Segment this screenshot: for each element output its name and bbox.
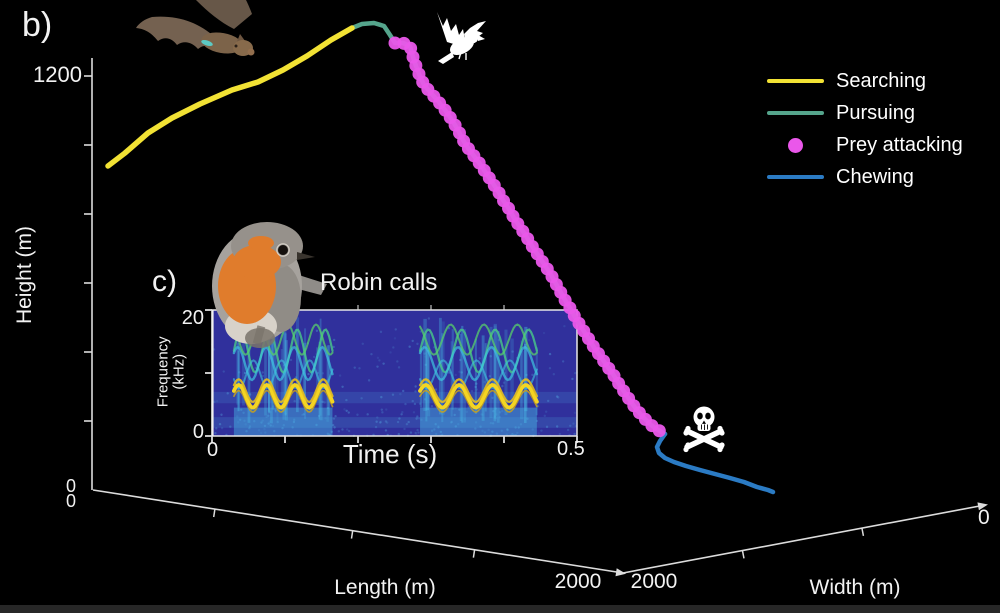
width-axis-tick-2000: 2000 <box>630 570 678 593</box>
inset-xlabel: Time (s) <box>342 439 438 469</box>
inset-ytick-20: 20 <box>181 307 204 329</box>
legend-swatch-prey-attacking <box>766 137 824 153</box>
width-axis-tick-0: 0 <box>978 506 990 529</box>
height-axis-tick-0: 0 <box>65 476 76 496</box>
spectrogram-plot <box>205 305 579 443</box>
legend-label: Pursuing <box>836 101 915 124</box>
panel-label-b: b) <box>22 6 53 44</box>
dot-swatch <box>787 137 803 153</box>
height-axis-label: Height (m) <box>12 226 36 325</box>
white-bird-icon <box>437 12 486 64</box>
inset-ytick-0: 0 <box>192 421 204 443</box>
panel-label-c: c) <box>152 265 177 298</box>
inset-ylabel: Frequency (kHz) <box>154 336 187 408</box>
legend-label: Prey attacking <box>836 133 963 156</box>
legend-swatch-chewing <box>766 175 824 179</box>
line-swatch <box>766 79 824 83</box>
trajectory-layer <box>105 20 776 495</box>
legend-item-pursuing: Pursuing <box>766 97 963 129</box>
legend-item-chewing: Chewing <box>766 161 963 193</box>
legend-swatch-searching <box>766 79 824 83</box>
inset-xtick-0: 0 <box>207 439 219 461</box>
legend-swatch-pursuing <box>766 111 824 115</box>
axes-3d <box>84 58 988 577</box>
line-swatch <box>766 111 824 115</box>
line-swatch <box>766 175 824 179</box>
legend-label: Chewing <box>836 165 914 188</box>
spectrogram-inset <box>205 305 579 443</box>
letterbox-strip <box>0 605 1000 613</box>
length-axis-label: Length (m) <box>334 576 436 599</box>
legend-item-prey-attacking: Prey attacking <box>766 129 963 161</box>
inset-xtick-05: 0.5 <box>557 438 585 460</box>
skull-crossbones-icon <box>683 406 725 453</box>
legend: Searching Pursuing Prey attacking Chewing <box>766 65 963 193</box>
height-axis-tick-1200: 1200 <box>33 62 82 87</box>
robin-photo <box>212 222 327 348</box>
legend-item-searching: Searching <box>766 65 963 97</box>
width-axis-label: Width (m) <box>809 576 901 599</box>
length-axis-tick-2000: 2000 <box>554 570 602 593</box>
length-axis-tick-0: 0 <box>65 491 76 511</box>
bat-illustration-icon <box>136 0 255 56</box>
inset-title: Robin calls <box>320 269 438 296</box>
legend-label: Searching <box>836 69 927 92</box>
